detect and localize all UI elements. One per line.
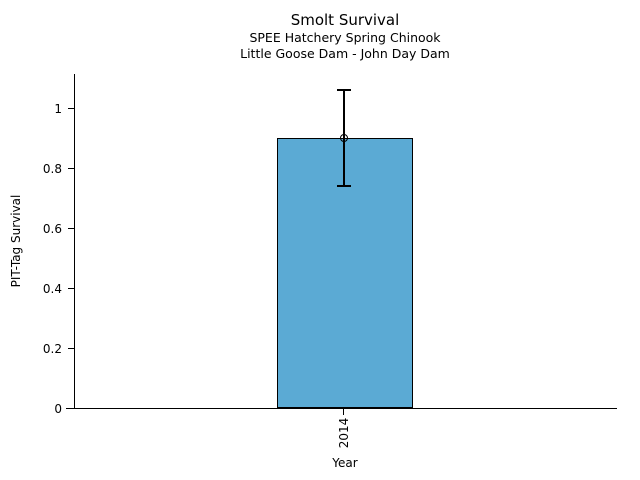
point-marker xyxy=(340,134,348,142)
error-bar-top-cap xyxy=(337,89,351,91)
chart-subtitle-reach: Little Goose Dam - John Day Dam xyxy=(240,45,450,61)
y-axis-label: PIT-Tag Survival xyxy=(9,194,23,288)
y-tick-mark xyxy=(68,348,75,349)
error-bar-bottom-cap xyxy=(337,185,351,187)
y-tick-mark xyxy=(68,228,75,229)
y-tick-mark xyxy=(68,408,75,409)
x-tick-label: 2014 xyxy=(337,417,351,449)
x-axis-label: Year xyxy=(332,456,358,470)
y-tick-label: 0.8 xyxy=(42,161,62,176)
y-tick-mark xyxy=(68,288,75,289)
y-tick-label: 0 xyxy=(54,401,62,416)
x-tick-mark xyxy=(343,409,344,415)
y-tick-mark xyxy=(68,168,75,169)
y-tick-label: 0.4 xyxy=(42,281,62,296)
y-tick-label: 0.6 xyxy=(42,221,62,236)
y-tick-label: 0.2 xyxy=(42,341,62,356)
survival-bar xyxy=(277,138,413,408)
y-axis-spine xyxy=(74,74,75,409)
chart-subtitle-hatchery: SPEE Hatchery Spring Chinook xyxy=(249,30,441,45)
y-tick-mark xyxy=(68,108,75,109)
x-axis-spine xyxy=(66,408,617,409)
chart-title: Smolt Survival xyxy=(290,11,400,29)
y-tick-label: 1 xyxy=(54,101,62,116)
chart-header: Smolt Survival SPEE Hatchery Spring Chin… xyxy=(50,11,640,61)
